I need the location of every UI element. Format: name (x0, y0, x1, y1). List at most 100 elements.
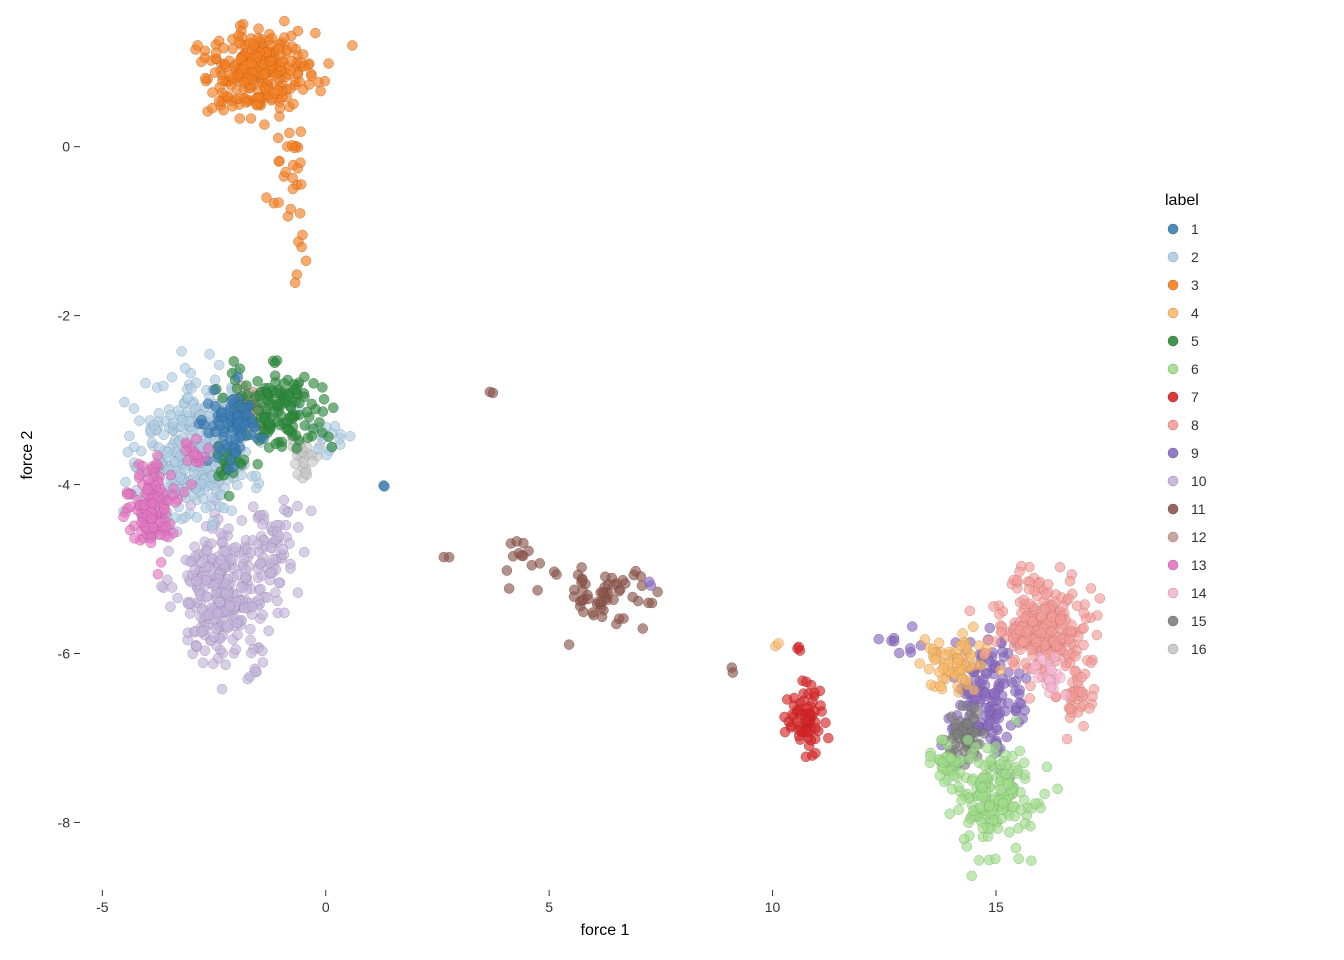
data-point (152, 450, 162, 460)
legend-marker (1168, 532, 1178, 542)
data-point (962, 841, 972, 851)
data-point (253, 376, 263, 386)
data-point (279, 495, 289, 505)
data-point (504, 584, 514, 594)
data-point (1041, 590, 1051, 600)
data-point (274, 578, 284, 588)
data-point (1012, 576, 1022, 586)
chart-container: -5051015-8-6-4-20force 1force 2label1234… (0, 0, 1344, 960)
data-point (140, 378, 150, 388)
data-point (300, 468, 310, 478)
data-point (439, 552, 449, 562)
data-point (628, 592, 638, 602)
data-point (967, 748, 977, 758)
data-point (965, 606, 975, 616)
data-point (218, 105, 228, 115)
data-point (963, 735, 973, 745)
data-point (254, 595, 264, 605)
data-point (1053, 784, 1063, 794)
data-point (119, 512, 129, 522)
data-point (266, 543, 276, 553)
data-point (167, 372, 177, 382)
data-point (203, 443, 213, 453)
data-point (319, 394, 329, 404)
data-point (284, 425, 294, 435)
legend-label: 6 (1191, 361, 1199, 377)
data-point (177, 346, 187, 356)
data-point (954, 805, 964, 815)
data-point (217, 76, 227, 86)
data-point (285, 563, 295, 573)
data-point (930, 655, 940, 665)
data-point (1010, 811, 1020, 821)
data-point (593, 597, 603, 607)
data-point (969, 702, 979, 712)
data-point (1065, 576, 1075, 586)
data-point (148, 522, 158, 532)
data-point (181, 446, 191, 456)
data-point (274, 198, 284, 208)
data-point (1079, 721, 1089, 731)
data-point (938, 735, 948, 745)
data-point (180, 512, 190, 522)
data-point (208, 659, 218, 669)
data-point (168, 418, 178, 428)
data-point (1077, 687, 1087, 697)
data-point (915, 659, 925, 669)
data-point (286, 204, 296, 214)
data-point (227, 101, 237, 111)
data-point (1066, 626, 1076, 636)
data-point (518, 538, 528, 548)
data-point (953, 729, 963, 739)
data-point (280, 608, 290, 618)
data-point (202, 592, 212, 602)
data-point (149, 420, 159, 430)
data-point (968, 622, 978, 632)
data-point (225, 600, 235, 610)
data-point (167, 582, 177, 592)
data-point (272, 596, 282, 606)
data-point (1046, 626, 1056, 636)
data-point (266, 56, 276, 66)
data-point (261, 193, 271, 203)
data-point (1088, 691, 1098, 701)
legend-title: label (1165, 192, 1199, 209)
data-point (185, 609, 195, 619)
x-tick-label: 15 (988, 899, 1004, 915)
data-point (158, 381, 168, 391)
data-point (277, 442, 287, 452)
data-point (564, 640, 574, 650)
data-point (324, 59, 334, 69)
data-point (996, 785, 1006, 795)
data-point (994, 609, 1004, 619)
data-point (274, 531, 284, 541)
data-point (517, 551, 527, 561)
legend-marker (1168, 476, 1178, 486)
data-point (1000, 679, 1010, 689)
data-point (811, 748, 821, 758)
data-point (214, 96, 224, 106)
data-point (138, 461, 148, 471)
data-point (1026, 681, 1036, 691)
data-point (165, 602, 175, 612)
data-point (191, 434, 201, 444)
data-point (345, 431, 355, 441)
data-point (569, 592, 579, 602)
data-point (242, 410, 252, 420)
data-point (196, 57, 206, 67)
y-tick-label: 0 (62, 139, 70, 155)
legend-marker (1168, 560, 1178, 570)
data-point (187, 480, 197, 490)
data-point (183, 599, 193, 609)
data-point (1055, 614, 1065, 624)
data-point (166, 470, 176, 480)
data-point (173, 406, 183, 416)
data-point (600, 572, 610, 582)
data-point (245, 635, 255, 645)
data-point (317, 428, 327, 438)
x-tick-label: 0 (322, 899, 330, 915)
data-point (527, 560, 537, 570)
data-point (1014, 567, 1024, 577)
data-point (264, 626, 274, 636)
data-point (583, 594, 593, 604)
